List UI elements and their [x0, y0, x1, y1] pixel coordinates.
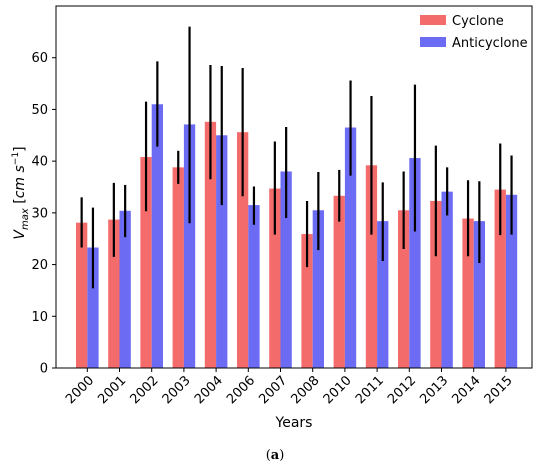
x-tick-label-2011: 2011 [353, 373, 387, 407]
bar-cyclone-2004 [204, 121, 217, 368]
figure-caption: (a) [266, 448, 285, 463]
caption-close: ) [279, 448, 284, 463]
y-tick-label-40: 40 [31, 155, 48, 170]
x-tick-label-2002: 2002 [128, 373, 162, 407]
y-axis-label-unit: cm s [12, 165, 28, 198]
y-tick-label-50: 50 [31, 103, 48, 118]
bar-cyclone-2007 [269, 188, 281, 368]
caption-letter: a [271, 448, 280, 463]
plot-frame [55, 5, 533, 369]
bar-anticyclone-2014 [473, 221, 485, 368]
y-tick-label-0: 0 [40, 362, 48, 377]
x-axis-label: Years [275, 415, 313, 431]
x-tick-label-2000: 2000 [63, 373, 97, 407]
bar-cyclone-2015 [494, 189, 506, 368]
x-tick-label-2015: 2015 [482, 373, 516, 407]
x-tick-label-2003: 2003 [160, 373, 194, 407]
bar-cyclone-2013 [430, 200, 442, 368]
legend: Cyclone Anticyclone [420, 14, 528, 51]
caption-open: ( [266, 448, 271, 463]
y-tick-label-20: 20 [31, 258, 48, 273]
x-tick-label-2010: 2010 [321, 373, 355, 407]
bar-cyclone-2000 [76, 222, 88, 368]
bar-anticyclone-2006 [248, 205, 260, 368]
x-tick-label-2014: 2014 [450, 373, 484, 407]
x-tick-label-2013: 2013 [417, 373, 451, 407]
legend-label-cyclone: Cyclone [452, 14, 504, 29]
bar-anticyclone-2011 [377, 221, 389, 368]
y-axis-label-subscript: max [20, 208, 31, 230]
bar-anticyclone-2013 [441, 191, 453, 368]
bar-cyclone-2011 [365, 165, 378, 368]
bar-anticyclone-2003 [183, 124, 196, 368]
x-tick-label-2012: 2012 [385, 373, 419, 407]
bar-anticyclone-2004 [216, 135, 228, 368]
y-axis-label-close: ] [12, 146, 28, 151]
bar-cyclone-2012 [398, 210, 410, 368]
y-tick-label-60: 60 [31, 51, 48, 66]
legend-label-anticyclone: Anticyclone [452, 36, 528, 51]
bar-cyclone-2008 [301, 234, 313, 368]
x-tick-label-2008: 2008 [289, 373, 323, 407]
x-tick-label-2006: 2006 [224, 373, 258, 407]
y-axis-label-open: [ [12, 198, 28, 208]
y-axis: 0 10 20 30 40 50 60 [31, 51, 56, 377]
bar-cyclone-2001 [108, 219, 120, 368]
y-tick-label-10: 10 [31, 310, 48, 325]
bar-cyclone-2006 [237, 132, 249, 368]
bar-anticyclone-2012 [409, 158, 421, 368]
y-axis-label-symbol: V [12, 229, 28, 240]
x-tick-label-2001: 2001 [95, 373, 129, 407]
y-axis-label: Vmax [cm s−1] [11, 146, 31, 239]
bar-anticyclone-2015 [505, 194, 518, 368]
bar-anticyclone-2000 [87, 247, 99, 368]
bar-cyclone-2010 [333, 195, 345, 368]
legend-swatch-anticyclone [420, 37, 446, 47]
x-tick-label-2007: 2007 [256, 373, 290, 407]
bar-anticyclone-2001 [119, 210, 131, 368]
bars-layer [76, 104, 518, 369]
x-tick-label-2004: 2004 [192, 373, 226, 407]
bar-anticyclone-2008 [312, 210, 324, 368]
y-tick-label-30: 30 [31, 206, 48, 221]
x-axis: 2000200120022003200420062007200820102011… [63, 368, 516, 407]
bar-cyclone-2003 [172, 167, 184, 368]
bar-cyclone-2014 [462, 218, 474, 368]
bar-anticyclone-2010 [344, 127, 357, 369]
error-bars-layer [80, 26, 513, 289]
bar-anticyclone-2007 [280, 171, 292, 368]
legend-swatch-cyclone [420, 15, 446, 25]
bar-anticyclone-2002 [151, 104, 163, 368]
y-axis-label-exponent: −1 [11, 152, 21, 165]
bar-cyclone-2002 [140, 157, 152, 368]
